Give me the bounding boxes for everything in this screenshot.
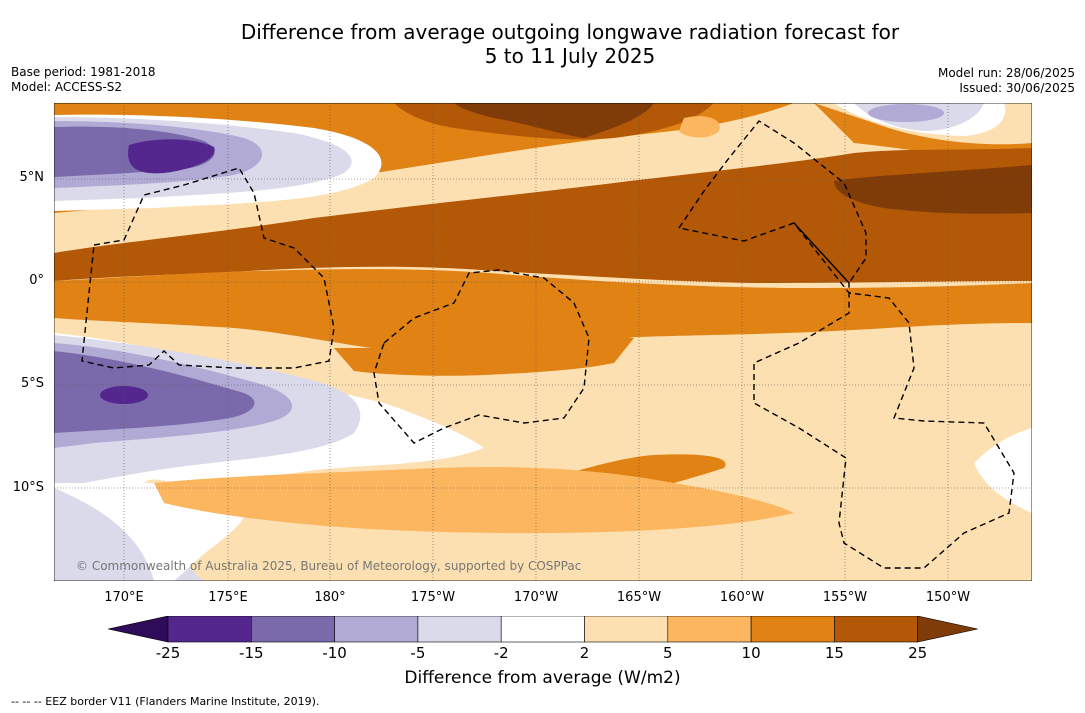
region-pale-northcentral [679, 116, 720, 138]
region-pale-east [844, 328, 1032, 581]
lat-label-5s: 5°S [20, 376, 44, 391]
eez-tokelau [373, 269, 590, 444]
map-credit: © Commonwealth of Australia 2025, Bureau… [76, 559, 581, 573]
colorbar-segment [417, 616, 502, 643]
region-purple-south [54, 351, 255, 433]
graticule [54, 103, 1032, 581]
issued-date: Issued: 30/06/2025 [959, 81, 1075, 95]
region-midpurple-ne [868, 104, 944, 122]
chart-title: Difference from average outgoing longwav… [0, 20, 1085, 68]
colorbar-segment [167, 616, 252, 643]
lon-label-155w: 155°W [822, 590, 868, 605]
region-orange-central [334, 336, 634, 376]
colorbar-tick-label: -25 [155, 644, 181, 662]
colorbar-segments [108, 616, 978, 643]
band-equator-brown [54, 148, 1032, 283]
lon-label-165w: 165°W [616, 590, 662, 605]
colorbar-segment [667, 616, 752, 643]
meta-left: Base period: 1981-2018 Model: ACCESS-S2 [11, 65, 156, 95]
lon-label-175w: 175°W [410, 590, 456, 605]
colorbar-tick-label: 10 [741, 644, 761, 662]
lon-label-160w: 160°W [719, 590, 765, 605]
lat-label-10s: 10°S [12, 480, 44, 495]
base-period: Base period: 1981-2018 [11, 65, 156, 79]
region-darkpurple-north [128, 139, 215, 174]
eez-tuvalu [81, 167, 335, 369]
colorbar [108, 616, 978, 643]
eez-borders [81, 120, 1015, 569]
colorbar-segment [750, 616, 835, 643]
lon-label-150w: 150°W [925, 590, 971, 605]
colorbar-tick-label: 25 [908, 644, 928, 662]
anomaly-map: © Commonwealth of Australia 2025, Bureau… [54, 103, 1032, 581]
colorbar-segment [500, 616, 585, 643]
model-run: Model run: 28/06/2025 [937, 66, 1075, 80]
colorbar-tick-label: -2 [493, 644, 509, 662]
colorbar-extend-low [108, 616, 169, 643]
colorbar-tick-label: -15 [239, 644, 264, 662]
lat-label-5n: 5°N [19, 170, 45, 185]
title-line-1: Difference from average outgoing longwav… [240, 20, 900, 44]
colorbar-segment [834, 616, 919, 643]
eez-legend: -- -- -- EEZ border V11 (Flanders Marine… [11, 695, 320, 708]
colorbar-tick-label: -10 [322, 644, 347, 662]
meta-right: Model run: 28/06/2025 Issued: 30/06/2025 [938, 66, 1075, 96]
colorbar-tick-label: 15 [824, 644, 844, 662]
model-name: Model: ACCESS-S2 [11, 80, 123, 94]
colorbar-segment [334, 616, 419, 643]
eez-kiribati-line [677, 120, 1015, 569]
band-equator-orange [54, 269, 1032, 353]
lat-label-0: 0° [29, 273, 44, 288]
colorbar-label: Difference from average (W/m2) [404, 668, 681, 688]
lon-label-180: 180° [314, 590, 346, 605]
colorbar-tick-label: 5 [663, 644, 673, 662]
region-white-east [974, 428, 1032, 513]
lon-label-170w: 170°W [513, 590, 559, 605]
colorbar-segment [251, 616, 335, 643]
lon-label-170e: 170°E [104, 590, 144, 605]
colorbar-tick-label: 2 [579, 644, 590, 662]
colorbar-segment [584, 616, 669, 643]
region-darkbrown-top [454, 103, 654, 138]
colorbar-extend-high [917, 616, 978, 643]
title-line-2: 5 to 11 July 2025 [484, 44, 656, 68]
lon-label-175e: 175°E [208, 590, 248, 605]
region-orange-south [154, 466, 794, 534]
colorbar-tick-label: -5 [410, 644, 426, 662]
region-darkbrown-east [834, 165, 1032, 214]
